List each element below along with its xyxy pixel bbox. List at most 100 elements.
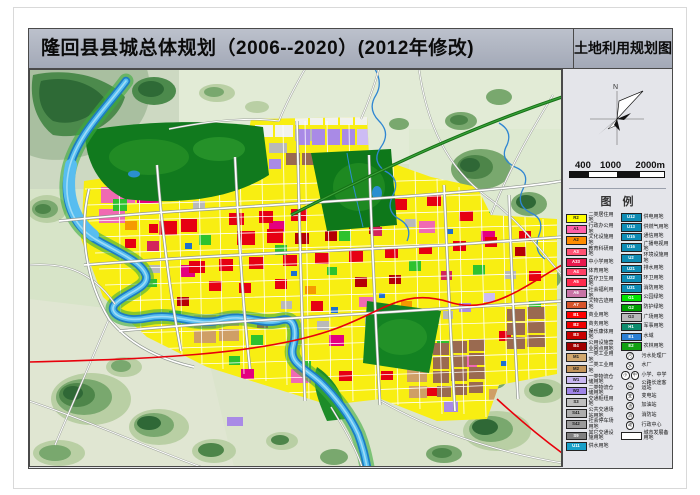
photo-frame	[13, 7, 687, 489]
legend-symbol-glyph: 政	[621, 421, 640, 430]
legend-label: 变电站	[641, 392, 657, 399]
legend-item-R2: R2 二类居住用地	[565, 212, 618, 224]
legend-item-U11: U11 供水用地	[565, 442, 618, 451]
legend-label: 消防站	[641, 412, 657, 419]
legend-label: 医疗卫生用地	[588, 276, 614, 288]
legend-symbol-消防站: 消消防站	[621, 411, 669, 421]
legend-label: 供燃气用地	[643, 223, 669, 230]
legend-label: 供水用地	[588, 442, 609, 449]
legend: R2 二类居住用地 A1 行政办公用地 A2 文化设施用地 A3 教育科研用地 A33 中小学用地…	[563, 212, 672, 451]
scale-bar-segments	[569, 171, 665, 178]
legend-label: 一类工业用地	[588, 351, 614, 363]
legend-item-U16: U16 广播电视用地	[620, 241, 669, 253]
plan-sheet: 隆回县县城总体规划（2006--2020）(2012年修改) 土地利用规划图	[27, 28, 673, 475]
legend-label: 商务用地	[588, 321, 609, 328]
legend-label: 体育用地	[588, 268, 609, 275]
legend-item-E2: E2 农林用地	[620, 342, 669, 351]
legend-header: 图 例	[600, 196, 634, 208]
legend-swatch: U16	[620, 243, 642, 252]
legend-label: 公路长途客运站	[641, 379, 667, 392]
legend-item-W2: W2 二类物流仓储用地	[565, 384, 618, 397]
legend-item-U21: U21 排水用地	[620, 264, 669, 274]
legend-item-S9: S9 其它交通设施用地	[565, 430, 618, 442]
legend-swatch: G3	[620, 313, 642, 322]
legend-swatch: A4	[565, 267, 587, 277]
legend-item-U13: U13 供燃气用地	[620, 223, 669, 232]
legend-symbol-小学、中学: 小中小学、中学	[621, 371, 669, 380]
legend-symbol-glyph: 小中	[621, 371, 640, 380]
legend-label: 环境设施用地	[643, 252, 669, 264]
legend-swatch: G2	[620, 303, 642, 313]
map-canvas	[27, 68, 564, 475]
legend-item-U2: U2 环境设施用地	[620, 252, 669, 264]
legend-item-A33: A33 中小学用地	[565, 258, 618, 267]
legend-symbol-glyph: 污	[621, 351, 640, 361]
legend-label: 文化设施用地	[588, 234, 614, 246]
legend-label: 通信用地	[643, 233, 664, 240]
legend-label: 教育科研用地	[588, 245, 614, 257]
map-streams	[371, 68, 546, 260]
legend-label: 防护绿地	[643, 304, 664, 311]
legend-label: 交通枢纽用地	[588, 395, 614, 408]
legend-label: 小学、中学	[641, 371, 667, 378]
legend-item-U22: U22 环卫用地	[620, 274, 669, 283]
legend-swatch: A3	[565, 247, 587, 257]
legend-label: 水厂	[641, 362, 652, 369]
legend-item-S42: S42 社会停车场用地	[565, 418, 618, 430]
legend-label: 社会停车场用地	[588, 418, 614, 430]
legend-swatch: W2	[565, 386, 587, 396]
legend-symbol-污水处理厂: 污污水处理厂	[621, 351, 669, 361]
legend-swatch: A5	[565, 278, 587, 287]
legend-item-U31: U31 消防用地	[620, 284, 669, 293]
legend-col-left: R2 二类居住用地 A1 行政办公用地 A2 文化设施用地 A3 教育科研用地 A33 中小学用地…	[565, 212, 618, 451]
map-red-highway	[28, 264, 563, 454]
legend-swatch: B2	[565, 320, 587, 330]
legend-item-M1: M1 一类工业用地	[565, 351, 618, 363]
legend-swatch: R2	[565, 214, 587, 223]
legend-symbol-glyph: 变	[621, 392, 640, 401]
legend-item-reserve: 城市发展备用地	[620, 430, 669, 442]
legend-symbol-行政中心: 政行政中心	[621, 421, 669, 430]
legend-item-U15: U15 通信用地	[620, 232, 669, 242]
legend-swatch: B4	[565, 342, 587, 351]
legend-item-S3: S3 交通枢纽用地	[565, 395, 618, 408]
legend-label: 一类物流仓储用地	[588, 373, 614, 386]
legend-item-A1: A1 行政办公用地	[565, 224, 618, 235]
legend-item-E1: E1 水域	[620, 332, 669, 342]
legend-item-G1: G1 公园绿地	[620, 293, 669, 303]
legend-swatch: G1	[620, 293, 642, 303]
legend-item-A7: A7 文物古迹用地	[565, 299, 618, 310]
legend-symbol-glyph: 油	[621, 401, 640, 411]
legend-swatch: U2	[620, 254, 642, 263]
legend-item-A5: A5 医疗卫生用地	[565, 276, 618, 288]
legend-symbol-水厂: 水水厂	[621, 361, 669, 371]
legend-label: 公园绿地	[643, 294, 664, 301]
legend-label: 农林用地	[643, 342, 664, 349]
legend-panel: N 400 1000 2000m	[562, 69, 671, 467]
legend-label: 消防用地	[643, 284, 664, 291]
legend-label: 二类居住用地	[588, 212, 614, 224]
map-green-road	[290, 95, 563, 217]
legend-label: 行政中心	[641, 421, 662, 428]
legend-swatch: A1	[565, 225, 587, 234]
legend-swatch: U31	[620, 284, 642, 293]
legend-label: 二类物流仓储用地	[588, 384, 614, 397]
legend-item-G3: G3 广场用地	[620, 313, 669, 322]
main-title: 隆回县县城总体规划（2006--2020）(2012年修改)	[41, 38, 475, 59]
legend-item-S41: S41 公共交通场站用地	[565, 407, 618, 419]
legend-swatch: S9	[565, 431, 587, 441]
legend-item-B1: B1 商业用地	[565, 310, 618, 320]
legend-item-A4: A4 体育用地	[565, 267, 618, 277]
legend-label: 广场用地	[643, 313, 664, 320]
legend-label: 军事用地	[643, 323, 664, 330]
scale-label-1000: 1000	[600, 160, 622, 171]
sheet-name: 土地利用规划图	[573, 29, 672, 68]
legend-label: 社会福利用地	[588, 287, 614, 299]
legend-label: 公用设施营业网点用地	[588, 340, 614, 352]
compass-north-arrow: N	[586, 79, 648, 158]
scale-bar: 400 1000 2000m	[569, 160, 665, 178]
legend-label: 商业用地	[588, 311, 609, 318]
legend-symbol-glyph: 运	[621, 381, 640, 391]
title-bar: 隆回县县城总体规划（2006--2020）(2012年修改) 土地利用规划图	[29, 29, 672, 69]
legend-label: 公共交通场站用地	[588, 407, 614, 419]
